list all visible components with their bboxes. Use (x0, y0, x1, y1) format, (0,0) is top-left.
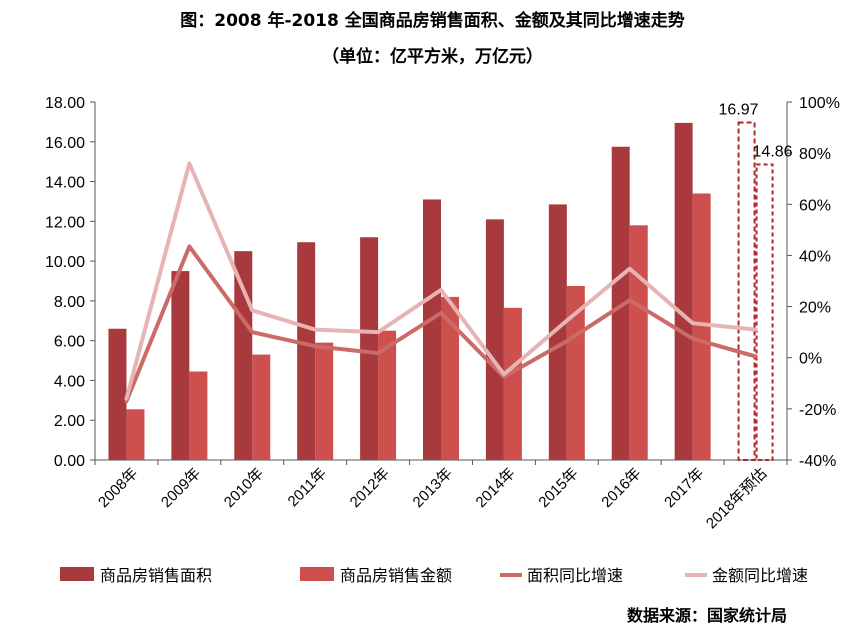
bar (315, 342, 334, 460)
category-label: 2010年 (221, 465, 267, 511)
right-tick-label: 60% (799, 197, 831, 214)
left-tick-label: 16.00 (45, 135, 85, 152)
bar (674, 122, 693, 460)
legend-label: 面积同比增速 (527, 567, 623, 585)
legend-label: 商品房销售金额 (340, 567, 452, 585)
bar (378, 330, 397, 460)
category-label: 2015年 (535, 465, 581, 511)
left-tick-label: 10.00 (45, 254, 85, 271)
bar (485, 219, 504, 460)
bar (297, 242, 316, 460)
left-tick-label: 14.00 (45, 175, 85, 192)
right-tick-label: -20% (799, 402, 836, 419)
left-tick-label: 4.00 (54, 373, 85, 390)
legend-swatch (60, 567, 94, 581)
bar (423, 199, 441, 460)
bar (252, 354, 271, 460)
bars (108, 122, 711, 460)
category-label: 2017年 (661, 465, 707, 511)
right-tick-label: -40% (799, 453, 836, 470)
category-label: 2014年 (473, 465, 519, 511)
bar (360, 237, 379, 460)
bar (126, 409, 145, 460)
legend: 商品房销售面积 商品房销售金额 面积同比增速 金额同比增速 (60, 567, 808, 585)
bar (171, 271, 190, 460)
right-tick-label: 100% (799, 95, 840, 112)
data-labels: 16.97 14.86 (719, 101, 793, 160)
left-tick-label: 8.00 (54, 294, 85, 311)
right-tick-label: 0% (799, 351, 822, 368)
bar (692, 193, 711, 460)
series-line (124, 161, 758, 401)
chart-subtitle: （单位：亿平方米，万亿元） (322, 47, 543, 67)
bar (566, 285, 585, 460)
right-tick-label: 80% (799, 146, 831, 163)
bar (108, 328, 127, 460)
data-label: 14.86 (753, 143, 793, 160)
lines (124, 161, 758, 404)
left-tick-label: 12.00 (45, 214, 85, 231)
legend-swatch (300, 567, 334, 581)
right-tick-label: 40% (799, 248, 831, 265)
forecast-bar-outline (737, 121, 756, 461)
forecast-bar-outline (755, 163, 774, 461)
bar (611, 146, 630, 460)
bar (503, 307, 522, 460)
data-source: 数据来源：国家统计局 (626, 606, 787, 625)
chart-title: 图：2008 年-2018 全国商品房销售面积、金额及其同比增速走势 (180, 11, 685, 31)
series-line (124, 244, 758, 404)
category-label: 2013年 (410, 465, 456, 511)
bar (234, 251, 253, 460)
category-label: 2011年 (285, 465, 330, 510)
data-label: 16.97 (719, 101, 759, 118)
bar (441, 296, 459, 460)
category-label: 2018年预估 (703, 465, 770, 532)
category-label: 2016年 (598, 465, 644, 511)
forecast-dashed-outlines (737, 121, 774, 461)
right-tick-label: 20% (799, 300, 831, 317)
category-label: 2009年 (158, 465, 204, 511)
left-tick-label: 18.00 (45, 95, 85, 112)
category-label: 2012年 (347, 465, 393, 511)
legend-label: 金额同比增速 (712, 567, 808, 585)
bar (548, 204, 567, 460)
bar (629, 225, 648, 460)
legend-label: 商品房销售面积 (100, 567, 212, 585)
category-label: 2008年 (95, 465, 141, 511)
left-tick-label: 6.00 (54, 334, 85, 351)
left-tick-label: 0.00 (54, 453, 85, 470)
bar (189, 371, 208, 460)
left-tick-label: 2.00 (54, 413, 85, 430)
